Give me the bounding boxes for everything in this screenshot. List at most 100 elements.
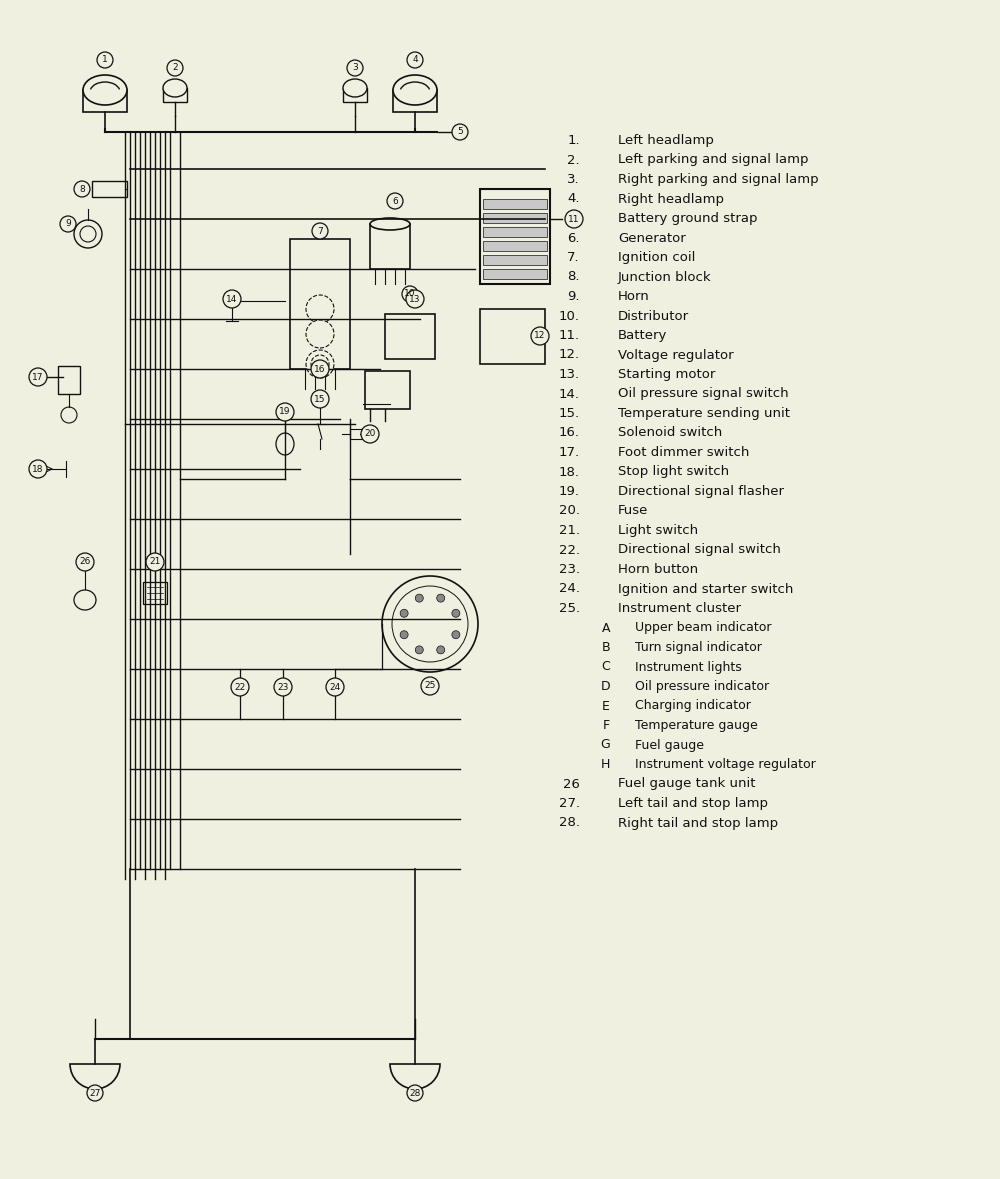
Text: 1.: 1. — [567, 134, 580, 147]
Circle shape — [406, 290, 424, 308]
Text: Fuse: Fuse — [618, 505, 648, 518]
FancyBboxPatch shape — [58, 365, 80, 394]
Text: 25: 25 — [424, 681, 436, 691]
Text: 27: 27 — [89, 1088, 101, 1098]
Text: 24.: 24. — [559, 582, 580, 595]
FancyBboxPatch shape — [483, 213, 547, 223]
Text: 11: 11 — [568, 215, 580, 224]
Text: 8.: 8. — [568, 270, 580, 283]
Circle shape — [60, 216, 76, 232]
Text: 6.: 6. — [568, 231, 580, 244]
Text: 18.: 18. — [559, 466, 580, 479]
Text: Directional signal flasher: Directional signal flasher — [618, 485, 784, 498]
Text: 16: 16 — [314, 364, 326, 374]
Text: Distributor: Distributor — [618, 310, 689, 323]
Text: Fuel gauge: Fuel gauge — [635, 738, 704, 751]
Text: 22.: 22. — [559, 544, 580, 556]
Text: F: F — [603, 719, 610, 732]
Text: 19: 19 — [279, 408, 291, 416]
Text: Foot dimmer switch: Foot dimmer switch — [618, 446, 749, 459]
Circle shape — [415, 646, 423, 654]
Text: Left headlamp: Left headlamp — [618, 134, 714, 147]
FancyBboxPatch shape — [83, 90, 127, 112]
Circle shape — [306, 350, 334, 378]
Circle shape — [421, 677, 439, 694]
Text: 13: 13 — [409, 295, 421, 303]
Text: Fuel gauge tank unit: Fuel gauge tank unit — [618, 777, 756, 790]
Circle shape — [400, 610, 408, 618]
FancyBboxPatch shape — [163, 88, 187, 103]
Ellipse shape — [370, 218, 410, 230]
Circle shape — [29, 460, 47, 477]
Circle shape — [452, 124, 468, 140]
Text: Oil pressure signal switch: Oil pressure signal switch — [618, 388, 789, 401]
Text: 15.: 15. — [559, 407, 580, 420]
Circle shape — [437, 646, 445, 654]
Circle shape — [402, 286, 418, 302]
Text: B: B — [601, 641, 610, 654]
Circle shape — [531, 327, 549, 345]
Text: 12.: 12. — [559, 349, 580, 362]
Text: 25.: 25. — [559, 602, 580, 615]
Text: 5: 5 — [457, 127, 463, 137]
FancyBboxPatch shape — [290, 239, 350, 369]
Text: Instrument lights: Instrument lights — [635, 660, 742, 673]
FancyBboxPatch shape — [365, 371, 410, 409]
Text: Horn button: Horn button — [618, 564, 698, 577]
Text: 8: 8 — [79, 184, 85, 193]
Text: 17.: 17. — [559, 446, 580, 459]
Text: 1: 1 — [102, 55, 108, 65]
Circle shape — [407, 1085, 423, 1101]
Text: 21: 21 — [149, 558, 161, 566]
Text: 28: 28 — [409, 1088, 421, 1098]
Circle shape — [223, 290, 241, 308]
Text: 3: 3 — [352, 64, 358, 72]
Circle shape — [97, 52, 113, 68]
Circle shape — [361, 424, 379, 443]
Text: Instrument cluster: Instrument cluster — [618, 602, 741, 615]
Ellipse shape — [343, 79, 367, 97]
FancyBboxPatch shape — [483, 255, 547, 265]
Text: Right tail and stop lamp: Right tail and stop lamp — [618, 817, 778, 830]
Ellipse shape — [83, 75, 127, 105]
Circle shape — [74, 182, 90, 197]
Text: Ignition and starter switch: Ignition and starter switch — [618, 582, 793, 595]
FancyBboxPatch shape — [143, 582, 167, 604]
Text: Oil pressure indicator: Oil pressure indicator — [635, 680, 769, 693]
FancyBboxPatch shape — [385, 314, 435, 358]
FancyBboxPatch shape — [350, 429, 362, 439]
Ellipse shape — [393, 75, 437, 105]
Text: G: G — [600, 738, 610, 751]
Text: 23: 23 — [277, 683, 289, 692]
Circle shape — [276, 403, 294, 421]
Text: 24: 24 — [329, 683, 341, 692]
Text: Upper beam indicator: Upper beam indicator — [635, 621, 772, 634]
Circle shape — [452, 631, 460, 639]
Text: Left tail and stop lamp: Left tail and stop lamp — [618, 797, 768, 810]
Circle shape — [312, 223, 328, 239]
Circle shape — [146, 553, 164, 571]
Text: 9: 9 — [65, 219, 71, 229]
Text: 13.: 13. — [559, 368, 580, 381]
Text: Horn: Horn — [618, 290, 650, 303]
FancyBboxPatch shape — [92, 182, 127, 197]
Text: 11.: 11. — [559, 329, 580, 342]
Circle shape — [87, 1085, 103, 1101]
Text: 22: 22 — [234, 683, 246, 692]
Text: 27.: 27. — [559, 797, 580, 810]
Text: Junction block: Junction block — [618, 270, 712, 283]
Text: 9.: 9. — [568, 290, 580, 303]
Circle shape — [387, 193, 403, 209]
Circle shape — [311, 390, 329, 408]
Text: 10.: 10. — [559, 310, 580, 323]
Circle shape — [167, 60, 183, 75]
Text: 14: 14 — [226, 295, 238, 303]
Circle shape — [382, 577, 478, 672]
Text: 17: 17 — [32, 373, 44, 382]
Text: Starting motor: Starting motor — [618, 368, 715, 381]
Text: Temperature gauge: Temperature gauge — [635, 719, 758, 732]
FancyBboxPatch shape — [483, 199, 547, 209]
Text: Generator: Generator — [618, 231, 686, 244]
Circle shape — [392, 586, 468, 661]
Text: Instrument voltage regulator: Instrument voltage regulator — [635, 758, 816, 771]
